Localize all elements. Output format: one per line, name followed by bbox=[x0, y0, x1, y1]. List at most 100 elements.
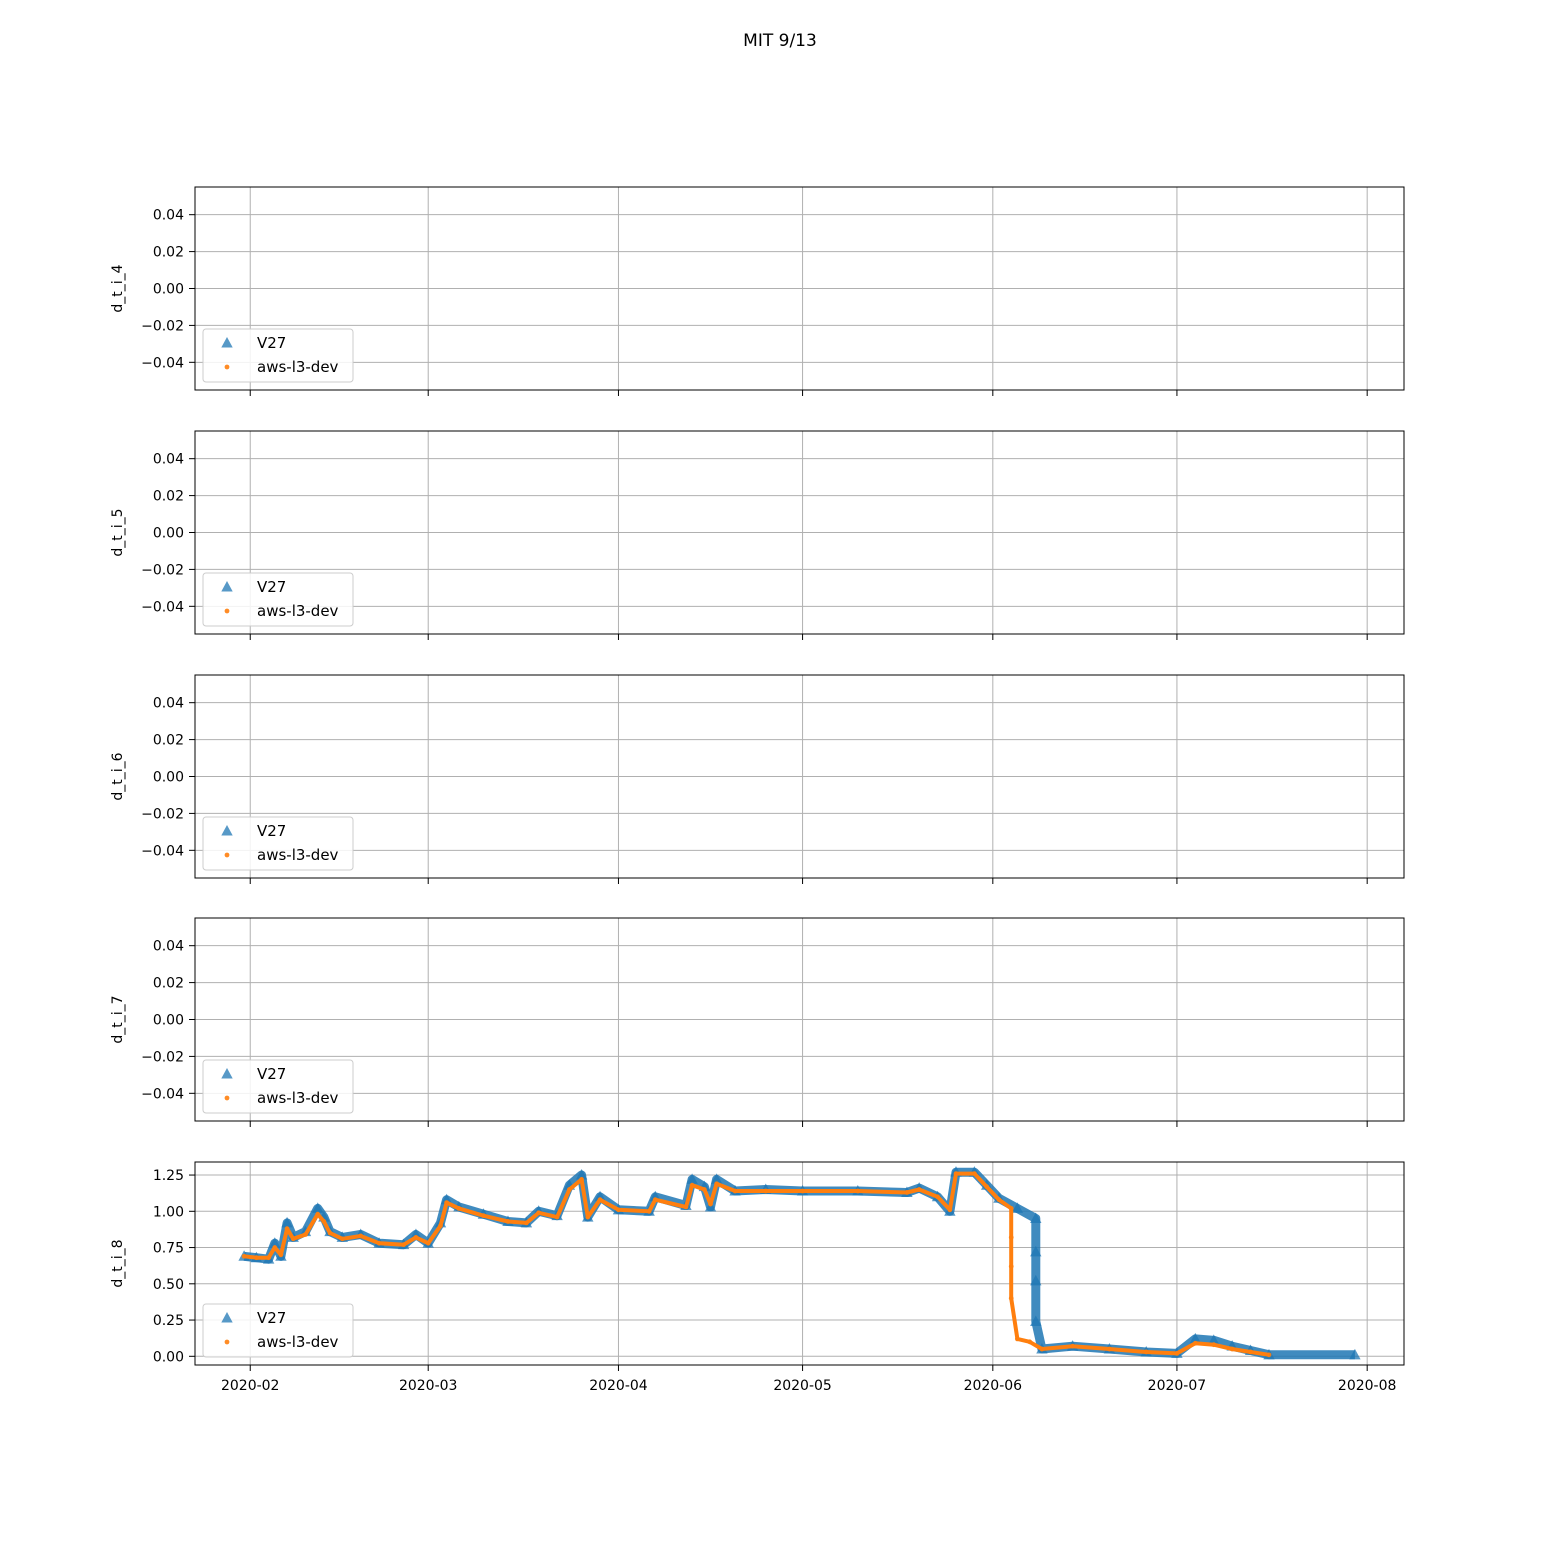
axes-frame bbox=[194, 917, 1405, 1122]
legend-marker-aws-l3-dev bbox=[224, 1339, 230, 1345]
plot-area bbox=[238, 1166, 1361, 1360]
y-tick-label: 0.04 bbox=[153, 208, 184, 224]
data-point-aws-l3-dev bbox=[1008, 1235, 1014, 1240]
y-tick-label: 0.00 bbox=[153, 770, 184, 786]
y-tick-label: −0.04 bbox=[141, 843, 184, 859]
data-point-aws-l3-dev bbox=[984, 1184, 990, 1190]
data-point-aws-l3-dev bbox=[1107, 1346, 1112, 1352]
data-point-v27 bbox=[1349, 1348, 1361, 1360]
data-point-aws-l3-dev bbox=[1008, 1206, 1014, 1211]
panel-d_t_i_7: 0.04 0.02 0.00 −0.02 −0.04 d_t_i_7 V27 aws-l3-d… bbox=[110, 917, 1405, 1127]
data-point-aws-l3-dev bbox=[401, 1242, 407, 1248]
x-tick-label: 2020-03 bbox=[399, 1378, 458, 1394]
y-tick-label: −0.02 bbox=[141, 562, 184, 578]
axes-frame bbox=[194, 1161, 1405, 1366]
data-point-aws-l3-dev bbox=[585, 1214, 591, 1220]
x-tick-label: 2020-05 bbox=[773, 1378, 832, 1394]
data-point-aws-l3-dev bbox=[303, 1232, 308, 1237]
data-point-aws-l3-dev bbox=[683, 1204, 689, 1210]
legend-marker-v27 bbox=[221, 1068, 233, 1079]
legend-label-aws-l3-dev: aws-l3-dev bbox=[257, 846, 339, 864]
data-point-aws-l3-dev bbox=[481, 1213, 486, 1219]
figure-suptitle: MIT 9/13 bbox=[743, 31, 817, 51]
data-point-v27 bbox=[1030, 1315, 1042, 1326]
data-point-aws-l3-dev bbox=[327, 1230, 333, 1236]
legend-label-v27: V27 bbox=[257, 1065, 286, 1083]
data-point-aws-l3-dev bbox=[800, 1188, 805, 1194]
data-point-v27 bbox=[1189, 1332, 1202, 1344]
data-point-aws-l3-dev bbox=[266, 1255, 272, 1261]
data-point-aws-l3-dev bbox=[579, 1177, 585, 1182]
data-point-aws-l3-dev bbox=[1008, 1264, 1014, 1269]
data-point-aws-l3-dev bbox=[708, 1201, 713, 1207]
data-point-aws-l3-dev bbox=[855, 1188, 861, 1194]
series-band-aws-l3-dev bbox=[243, 1171, 1270, 1357]
data-point-aws-l3-dev bbox=[536, 1210, 542, 1216]
y-tick-label: 1.00 bbox=[153, 1204, 184, 1220]
series-band-v27 bbox=[243, 1167, 1355, 1360]
data-point-aws-l3-dev bbox=[444, 1200, 450, 1205]
data-point-aws-l3-dev bbox=[1008, 1295, 1014, 1301]
data-point-aws-l3-dev bbox=[646, 1208, 652, 1214]
data-point-aws-l3-dev bbox=[701, 1187, 707, 1192]
y-tick-label: 0.04 bbox=[153, 939, 184, 955]
legend-box bbox=[202, 1303, 354, 1358]
data-point-aws-l3-dev bbox=[438, 1223, 443, 1229]
data-point-v27 bbox=[410, 1228, 422, 1239]
legend-label-v27: V27 bbox=[257, 334, 286, 352]
data-point-aws-l3-dev bbox=[1039, 1346, 1045, 1352]
y-tick-label: 0.00 bbox=[153, 282, 184, 298]
legend-label-v27: V27 bbox=[257, 578, 286, 596]
data-point-aws-l3-dev bbox=[947, 1207, 953, 1213]
x-tick-label: 2020-04 bbox=[589, 1378, 648, 1394]
legend: V27 aws-l3-dev bbox=[202, 816, 354, 871]
y-axis-label: d_t_i_7 bbox=[110, 995, 126, 1043]
data-point-aws-l3-dev bbox=[1014, 1336, 1020, 1342]
data-point-aws-l3-dev bbox=[1070, 1343, 1075, 1349]
data-point-aws-l3-dev bbox=[689, 1182, 695, 1188]
data-point-aws-l3-dev bbox=[916, 1187, 922, 1192]
data-point-aws-l3-dev bbox=[1266, 1352, 1272, 1358]
panel-d_t_i_5: 0.04 0.02 0.00 −0.02 −0.04 d_t_i_5 V27 aws-l3-d… bbox=[110, 430, 1405, 640]
data-point-aws-l3-dev bbox=[714, 1181, 720, 1187]
y-tick-label: 0.00 bbox=[153, 1349, 184, 1365]
data-point-aws-l3-dev bbox=[652, 1197, 658, 1203]
data-point-aws-l3-dev bbox=[904, 1190, 910, 1195]
x-tick-label: 2020-06 bbox=[964, 1378, 1023, 1394]
data-point-aws-l3-dev bbox=[953, 1171, 959, 1176]
legend-marker-v27 bbox=[221, 581, 233, 592]
y-tick-label: −0.04 bbox=[141, 355, 184, 371]
data-point-v27 bbox=[594, 1190, 606, 1202]
data-point-aws-l3-dev bbox=[616, 1207, 621, 1213]
legend-box bbox=[202, 1059, 354, 1114]
axes-frame bbox=[194, 674, 1405, 879]
data-point-aws-l3-dev bbox=[996, 1197, 1002, 1203]
data-point-aws-l3-dev bbox=[597, 1197, 603, 1203]
axes-frame bbox=[194, 186, 1405, 391]
legend-box bbox=[202, 572, 354, 627]
data-point-v27 bbox=[686, 1173, 698, 1184]
y-tick-label: 0.04 bbox=[153, 452, 184, 468]
data-point-v27 bbox=[1011, 1202, 1024, 1213]
legend-label-aws-l3-dev: aws-l3-dev bbox=[257, 1089, 339, 1107]
data-point-aws-l3-dev bbox=[763, 1188, 769, 1194]
data-point-aws-l3-dev bbox=[290, 1236, 296, 1242]
y-tick-label: 0.25 bbox=[153, 1313, 184, 1329]
legend-box bbox=[202, 816, 354, 871]
y-tick-label: −0.04 bbox=[141, 599, 184, 615]
data-point-aws-l3-dev bbox=[524, 1220, 529, 1226]
data-point-aws-l3-dev bbox=[1229, 1346, 1235, 1352]
y-tick-label: 0.02 bbox=[153, 245, 184, 261]
legend-marker-v27 bbox=[221, 825, 233, 836]
y-tick-label: −0.02 bbox=[141, 1049, 184, 1065]
data-point-aws-l3-dev bbox=[241, 1253, 247, 1259]
data-point-aws-l3-dev bbox=[253, 1255, 259, 1261]
data-point-aws-l3-dev bbox=[1211, 1342, 1217, 1348]
data-point-aws-l3-dev bbox=[358, 1233, 364, 1239]
data-point-aws-l3-dev bbox=[1192, 1340, 1198, 1346]
data-point-aws-l3-dev bbox=[732, 1188, 738, 1194]
legend-marker-aws-l3-dev bbox=[224, 852, 230, 858]
data-point-v27 bbox=[1030, 1274, 1042, 1286]
legend: V27 aws-l3-dev bbox=[202, 1059, 354, 1114]
x-tick-label: 2020-08 bbox=[1338, 1378, 1397, 1394]
